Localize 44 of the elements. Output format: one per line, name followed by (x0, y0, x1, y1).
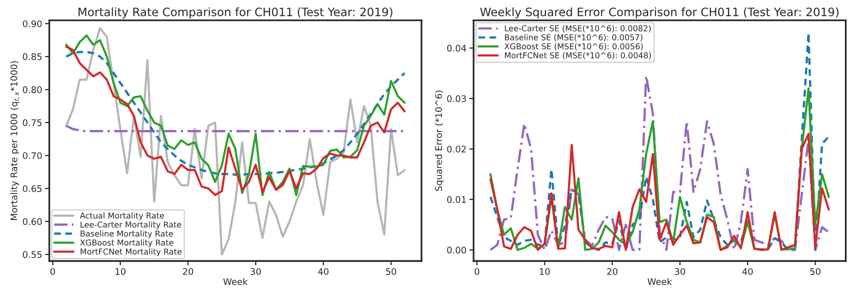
x-tick-label: 50 (386, 268, 396, 275)
x-tick-label: 0 (474, 268, 480, 275)
x-tick-label: 0 (50, 268, 55, 275)
y-axis-title: Mortality Rate per 1000 (q$_{t,x}$*1000) (10, 61, 20, 220)
x-tick-label: 30 (674, 268, 686, 275)
y-tick-label: 0.60 (22, 218, 42, 225)
x-tick-label: 20 (607, 268, 618, 275)
legend-label: Lee-Carter Mortality Rate (80, 221, 182, 230)
x-tick-label: 50 (810, 268, 820, 275)
y-tick-label: 0.70 (22, 152, 42, 160)
legend-label: Lee-Carter SE (MSE(*10^6): 0.0082) (504, 25, 651, 32)
y-tick-label: 0.65 (22, 185, 42, 192)
chart-title: Weekly Squared Error Comparison for CH011 (Test Year: 2019) (480, 7, 838, 19)
y-tick-label: 0.55 (22, 251, 42, 258)
legend-label: XGBoost Mortality Rate (80, 239, 174, 248)
line-series (65, 27, 406, 256)
legend-label: MortFCNet Mortality Rate (80, 248, 182, 256)
legend-label: Baseline Mortality Rate (80, 230, 173, 238)
line-series (65, 50, 406, 176)
y-tick-label: 0.90 (22, 20, 42, 28)
line-series (489, 32, 830, 252)
legend-label: Baseline SE (MSE(*10^6): 0.0057) (504, 34, 642, 42)
line-series (489, 132, 830, 251)
x-tick-label: 40 (742, 268, 753, 275)
y-tick-label: 0.80 (22, 86, 42, 94)
legend-label: MortFCNet SE (MSE(*10^6): 0.0048) (504, 52, 651, 60)
legend-label: Actual Mortality Rate (80, 212, 164, 220)
y-tick-label: 0.02 (447, 146, 466, 153)
y-tick-label: 0.04 (447, 44, 466, 52)
y-tick-label: 0.85 (22, 53, 42, 60)
chart-title: Mortality Rate Comparison for CH011 (Test Year: 2019) (78, 7, 392, 19)
y-tick-label: 0.01 (447, 196, 466, 203)
x-axis-title: Week (648, 278, 672, 286)
x-tick-label: 40 (318, 268, 328, 275)
y-tick-label: 0.00 (447, 246, 466, 254)
x-tick-label: 10 (116, 268, 126, 275)
x-tick-label: 10 (540, 268, 550, 275)
legend-label: XGBoost SE (MSE(*10^6): 0.0056) (504, 43, 643, 50)
y-tick-label: 0.03 (447, 95, 466, 102)
y-tick-label: 0.75 (22, 119, 42, 126)
y-axis-title: Squared Error (*10^6) (435, 90, 444, 191)
x-axis-title: Week (223, 278, 248, 286)
x-tick-label: 30 (250, 268, 261, 275)
x-tick-label: 20 (182, 268, 194, 275)
